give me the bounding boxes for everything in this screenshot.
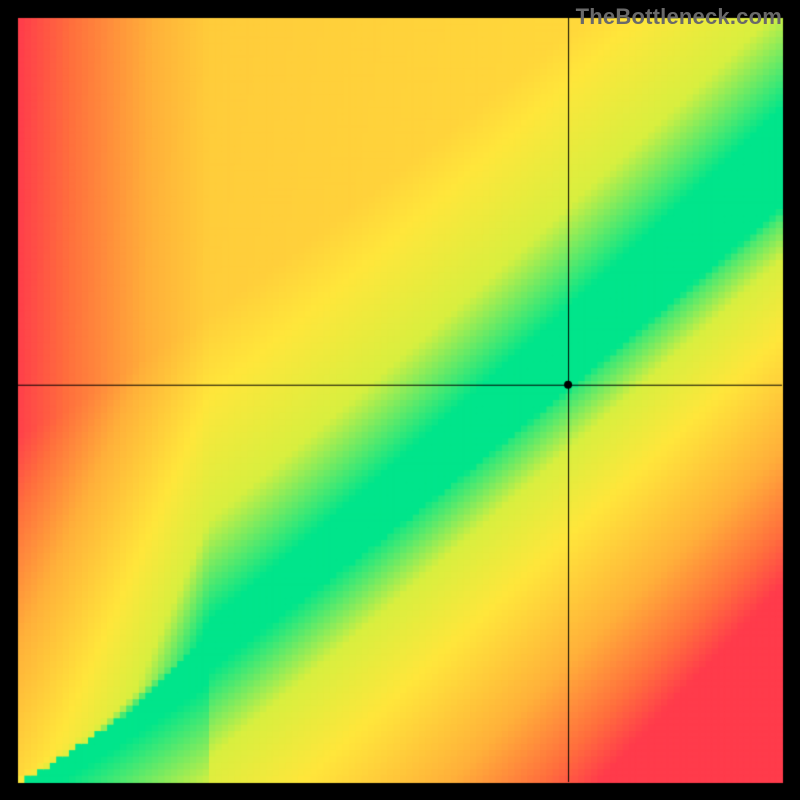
- bottleneck-heatmap: [0, 0, 800, 800]
- watermark-text: TheBottleneck.com: [576, 4, 782, 30]
